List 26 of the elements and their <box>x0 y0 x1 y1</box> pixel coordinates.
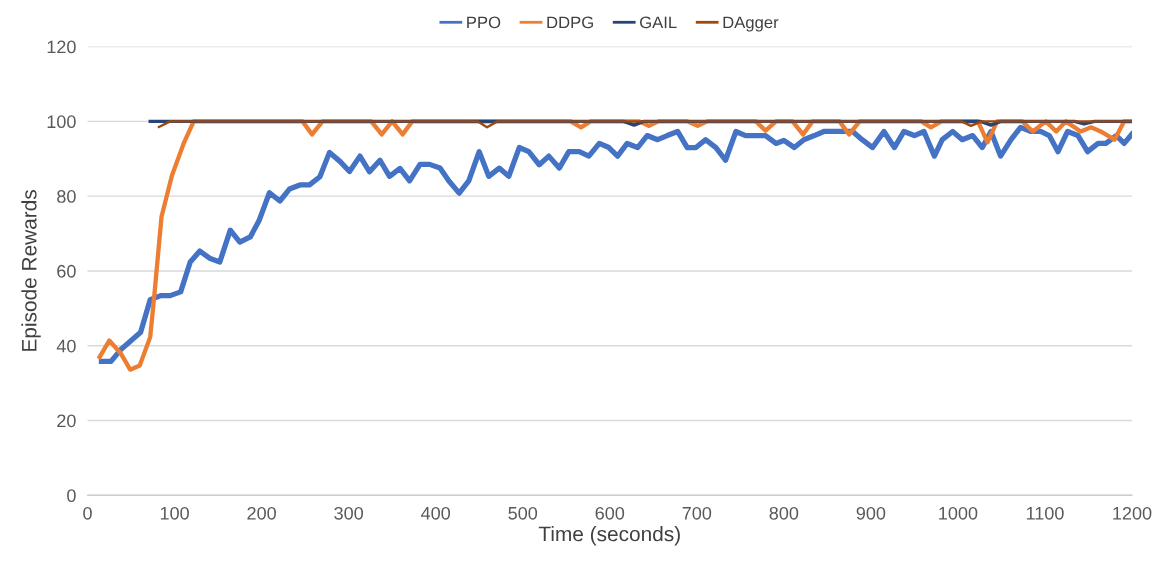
y-tick-label: 100 <box>47 115 76 129</box>
x-tick-label: 400 <box>421 506 451 520</box>
y-tick-label: 80 <box>57 190 76 203</box>
y-tick-label: 120 <box>47 40 76 54</box>
x-tick-label: 700 <box>682 506 712 520</box>
x-tick-label: 0 <box>83 506 92 520</box>
x-tick-label: 500 <box>508 506 538 520</box>
legend-label: DAgger <box>723 16 779 32</box>
x-tick-label: 600 <box>595 506 625 520</box>
legend-label: GAIL <box>640 16 677 29</box>
x-tick-label: 1100 <box>1026 506 1064 520</box>
x-axis-title: Time (seconds) <box>538 526 680 546</box>
x-tick-label: 100 <box>160 506 189 520</box>
x-tick-label: 300 <box>334 506 363 520</box>
y-tick-label: 60 <box>57 264 76 278</box>
x-tick-label: 1000 <box>939 506 978 520</box>
x-tick-label: 800 <box>769 506 799 520</box>
y-tick-label: 40 <box>56 339 76 353</box>
legend-label: PPO <box>467 16 501 29</box>
y-tick-label: 0 <box>67 489 76 503</box>
x-tick-label: 900 <box>856 506 886 520</box>
y-tick-label: 20 <box>57 414 76 428</box>
legend-label: DDPG <box>547 16 593 29</box>
x-tick-label: 1200 <box>1113 506 1152 520</box>
y-axis-title: Episode Rewards <box>21 190 41 351</box>
x-tick-label: 200 <box>247 506 276 520</box>
